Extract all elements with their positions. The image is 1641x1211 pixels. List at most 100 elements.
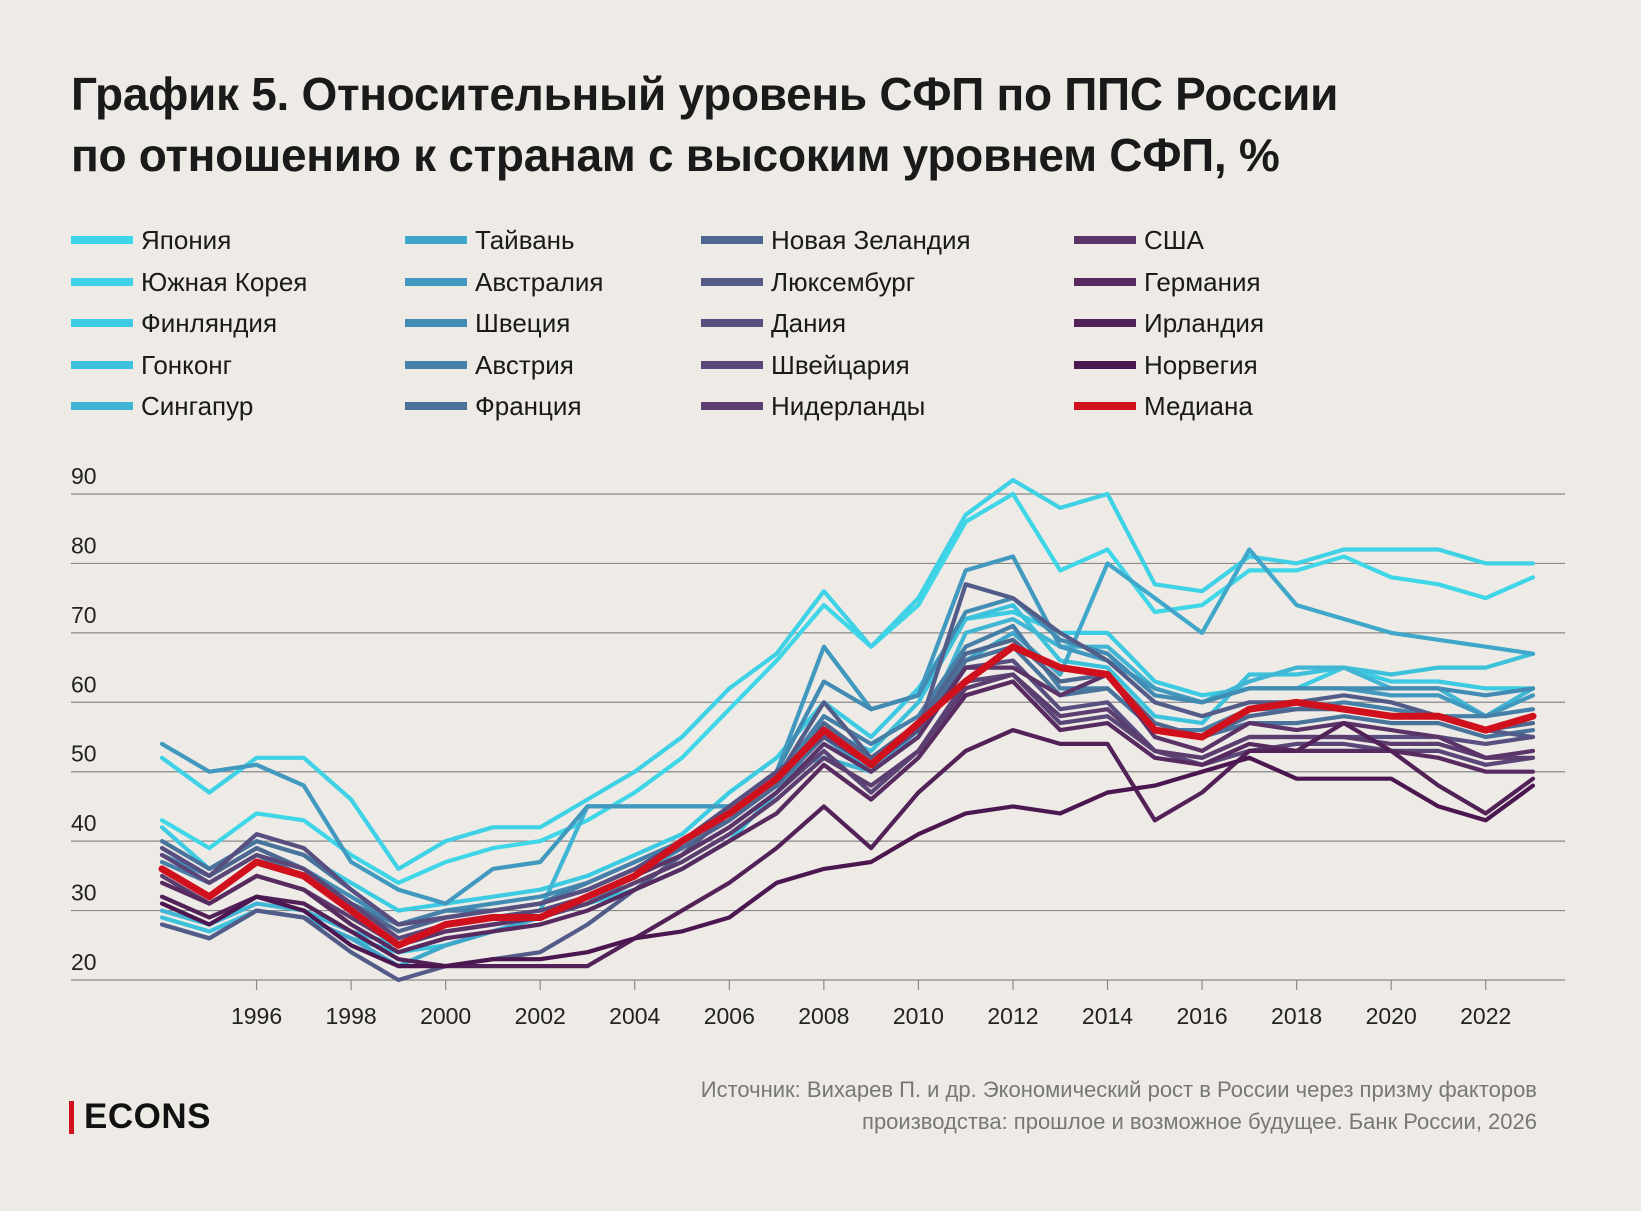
legend-swatch [405, 402, 467, 410]
chart-title: График 5. Относительный уровень СФП по П… [71, 64, 1571, 186]
chart-title-line-1: График 5. Относительный уровень СФП по П… [71, 68, 1339, 120]
x-axis-ticks: 1996 1998 2000 2002 2004 2006 2008 2010 2012 2014… [231, 980, 1511, 1029]
brand-bar [69, 1100, 74, 1134]
legend-swatch [71, 278, 133, 286]
legend-swatch [1074, 278, 1136, 286]
legend-item: Австралия [405, 267, 603, 297]
legend-label: Южная Корея [141, 266, 308, 297]
legend-swatch [1074, 319, 1136, 327]
legend-swatch [701, 319, 763, 327]
x-tick-label: 2018 [1271, 1003, 1322, 1029]
x-tick-label: 2006 [704, 1003, 755, 1029]
series-line [159, 658, 1536, 927]
x-tick-label: 2012 [987, 1003, 1038, 1029]
legend-label: Норвегия [1144, 349, 1258, 380]
legend-label: Новая Зеландия [771, 224, 971, 255]
legend-label: Австралия [475, 266, 604, 297]
y-tick-label: 30 [71, 880, 97, 906]
legend-swatch [1074, 236, 1136, 244]
source-line-1: Источник: Вихарев П. и др. Экономический… [700, 1077, 1537, 1102]
series-line [159, 720, 1536, 969]
legend-label: Швейцария [771, 349, 910, 380]
legend-label: Медиана [1144, 390, 1253, 421]
series-line [159, 637, 1536, 934]
legend-swatch [405, 319, 467, 327]
legend-item: Норвегия [1074, 350, 1258, 380]
chart-title-line-2: по отношению к странам с высоким уровнем… [71, 129, 1280, 181]
x-tick-label: 2014 [1082, 1003, 1133, 1029]
y-tick-label: 80 [71, 532, 97, 558]
legend-item: Швеция [405, 308, 570, 338]
legend-item: Тайвань [405, 225, 575, 255]
legend-item: Финляндия [71, 308, 277, 338]
line-chart: 20 30 40 50 60 70 80 90 1996 1998 2000 2002 2004 200… [71, 463, 1565, 1029]
legend-item: Ирландия [1074, 308, 1264, 338]
legend-label: Германия [1144, 266, 1261, 297]
brand-logo: ECONS [69, 1097, 211, 1137]
legend-item: США [1074, 225, 1204, 255]
legend-label: Ирландия [1144, 307, 1265, 338]
y-axis-ticks: 20 30 40 50 60 70 80 90 [71, 463, 97, 975]
legend-swatch [71, 319, 133, 327]
legend-label: США [1144, 224, 1204, 255]
brand-name: ECONS [84, 1097, 211, 1136]
legend-swatch [701, 236, 763, 244]
series-line [159, 679, 1536, 955]
legend-swatch [701, 361, 763, 369]
y-tick-label: 20 [71, 949, 97, 975]
legend-label: Дания [771, 307, 847, 338]
legend-label: Австрия [475, 349, 574, 380]
x-tick-label: 1996 [231, 1003, 282, 1029]
median-line [158, 643, 1537, 949]
legend-item: Южная Корея [71, 267, 307, 297]
legend-label: Гонконг [141, 349, 233, 380]
series-line [159, 478, 1536, 872]
legend-swatch [405, 361, 467, 369]
legend-swatch [1074, 361, 1136, 369]
x-tick-label: 2020 [1366, 1003, 1417, 1029]
legend-item: Германия [1074, 267, 1261, 297]
x-tick-label: 2000 [420, 1003, 471, 1029]
legend-item: Люксембург [701, 267, 915, 297]
legend-item: Сингапур [71, 391, 253, 421]
series-line [159, 491, 1536, 885]
legend-item: Япония [71, 225, 231, 255]
legend-item: Медиана [1074, 391, 1253, 421]
series-line [159, 755, 1536, 969]
x-tick-label: 2008 [798, 1003, 849, 1029]
series-line [159, 672, 1536, 941]
legend-item: Австрия [405, 350, 574, 380]
chart-legend: Япония Южная Корея Финляндия Гонконг Сингапу… [0, 0, 1641, 421]
legend-swatch [71, 236, 133, 244]
x-tick-label: 2022 [1460, 1003, 1511, 1029]
legend-swatch [405, 236, 467, 244]
y-tick-label: 50 [71, 741, 97, 767]
y-tick-label: 90 [71, 463, 97, 489]
legend-swatch [71, 402, 133, 410]
legend-item: Гонконг [71, 350, 232, 380]
legend-item: Швейцария [701, 350, 910, 380]
y-tick-label: 60 [71, 671, 97, 697]
source-line-2: производства: прошлое и возможное будуще… [862, 1109, 1537, 1134]
series-line [159, 595, 1536, 927]
legend-swatch [405, 278, 467, 286]
legend-item: Нидерланды [701, 391, 925, 421]
legend-label: Сингапур [141, 390, 254, 421]
source-note: Источник: Вихарев П. и др. Экономический… [537, 1074, 1537, 1138]
x-tick-label: 2010 [893, 1003, 944, 1029]
x-tick-label: 1998 [326, 1003, 377, 1029]
y-tick-label: 70 [71, 602, 97, 628]
legend-label: Люксембург [771, 266, 916, 297]
legend-item: Новая Зеландия [701, 225, 971, 255]
legend-swatch [701, 278, 763, 286]
x-tick-label: 2002 [515, 1003, 566, 1029]
x-tick-label: 2016 [1176, 1003, 1227, 1029]
legend-label: Франция [475, 390, 582, 421]
legend-label: Швеция [475, 307, 571, 338]
legend-item: Франция [405, 391, 582, 421]
legend-swatch [701, 402, 763, 410]
legend-item: Дания [701, 308, 846, 338]
legend-label: Финляндия [141, 307, 278, 338]
x-tick-label: 2004 [609, 1003, 660, 1029]
legend-swatch [71, 361, 133, 369]
